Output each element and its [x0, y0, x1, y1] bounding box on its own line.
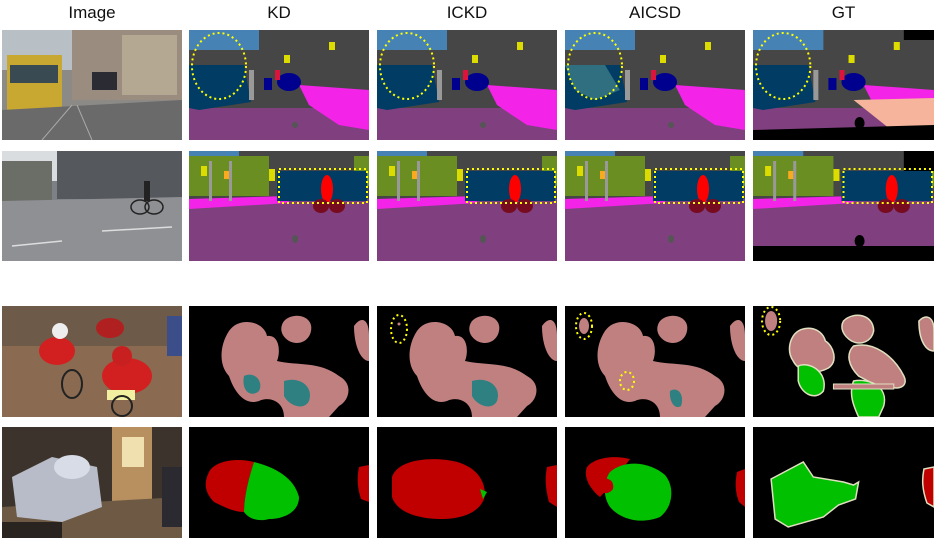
col-header-gt: GT	[831, 3, 856, 22]
row1-ickd-prediction	[377, 30, 557, 140]
row1-aicsd-prediction	[565, 30, 745, 140]
row2-kd-prediction	[189, 151, 369, 261]
row3-ickd-prediction	[377, 306, 557, 417]
col-header-kd: KD	[267, 3, 291, 22]
row4-aicsd-prediction	[565, 427, 745, 538]
row1-kd-prediction	[189, 30, 369, 140]
row3-ground-truth	[753, 306, 934, 417]
row3-input-image	[2, 306, 182, 417]
row4-ickd-prediction	[377, 427, 557, 538]
row2-ickd-prediction	[377, 151, 557, 261]
row3-aicsd-prediction	[565, 306, 745, 417]
col-header-aicsd: AICSD	[629, 3, 681, 22]
row3-kd-prediction	[189, 306, 369, 417]
row4-ground-truth	[753, 427, 934, 538]
row4-input-image	[2, 427, 182, 538]
col-header-ickd: ICKD	[446, 3, 488, 22]
row1-input-image	[2, 30, 182, 140]
row2-input-image	[2, 151, 182, 261]
row2-ground-truth	[753, 151, 934, 261]
col-header-image: Image	[68, 3, 116, 22]
row1-ground-truth	[753, 30, 934, 140]
row2-aicsd-prediction	[565, 151, 745, 261]
row4-kd-prediction	[189, 427, 369, 538]
